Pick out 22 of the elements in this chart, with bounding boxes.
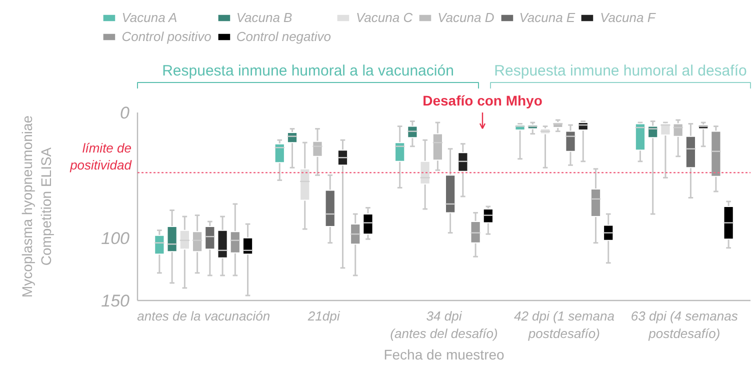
x-tick-label: 34 dpi (antes del desafío) [390, 308, 498, 341]
legend-label: Vacuna B [236, 10, 292, 25]
legend-label: Vacuna F [600, 10, 656, 25]
legend-label: Vacuna C [356, 10, 413, 25]
text: Respuesta inmune humoral al desafío [494, 62, 747, 80]
y-axis-title: Mycoplasma hyopneumoniae Competition ELISA [18, 115, 54, 298]
x-tick-label: 42 dpi (1 semana postdesafío) [514, 308, 614, 341]
text: Desafío con Mhyo [422, 92, 542, 108]
ref-line-label: límite de positividad [69, 140, 132, 173]
x-tick-label: antes de la vacunación [137, 308, 270, 324]
y-tick-label: 0 [120, 104, 130, 122]
x-axis-title: Fecha de muestreo [384, 346, 505, 362]
x-tick-label: 21dpi [306, 308, 341, 324]
legend-label: Vacuna D [438, 10, 494, 25]
legend-label: Vacuna A [122, 10, 178, 25]
legend-label: Control negativo [236, 29, 331, 44]
legend-label: Control positivo [122, 29, 212, 44]
y-tick-label: 100 [101, 228, 130, 248]
text: Respuesta inmune humoral a la vacunación [162, 62, 454, 80]
y-tick-label: 150 [101, 292, 130, 310]
x-tick-label: 63 dpi (4 semanas postdesafío) [630, 308, 738, 341]
legend-label: Vacuna E [519, 10, 576, 25]
